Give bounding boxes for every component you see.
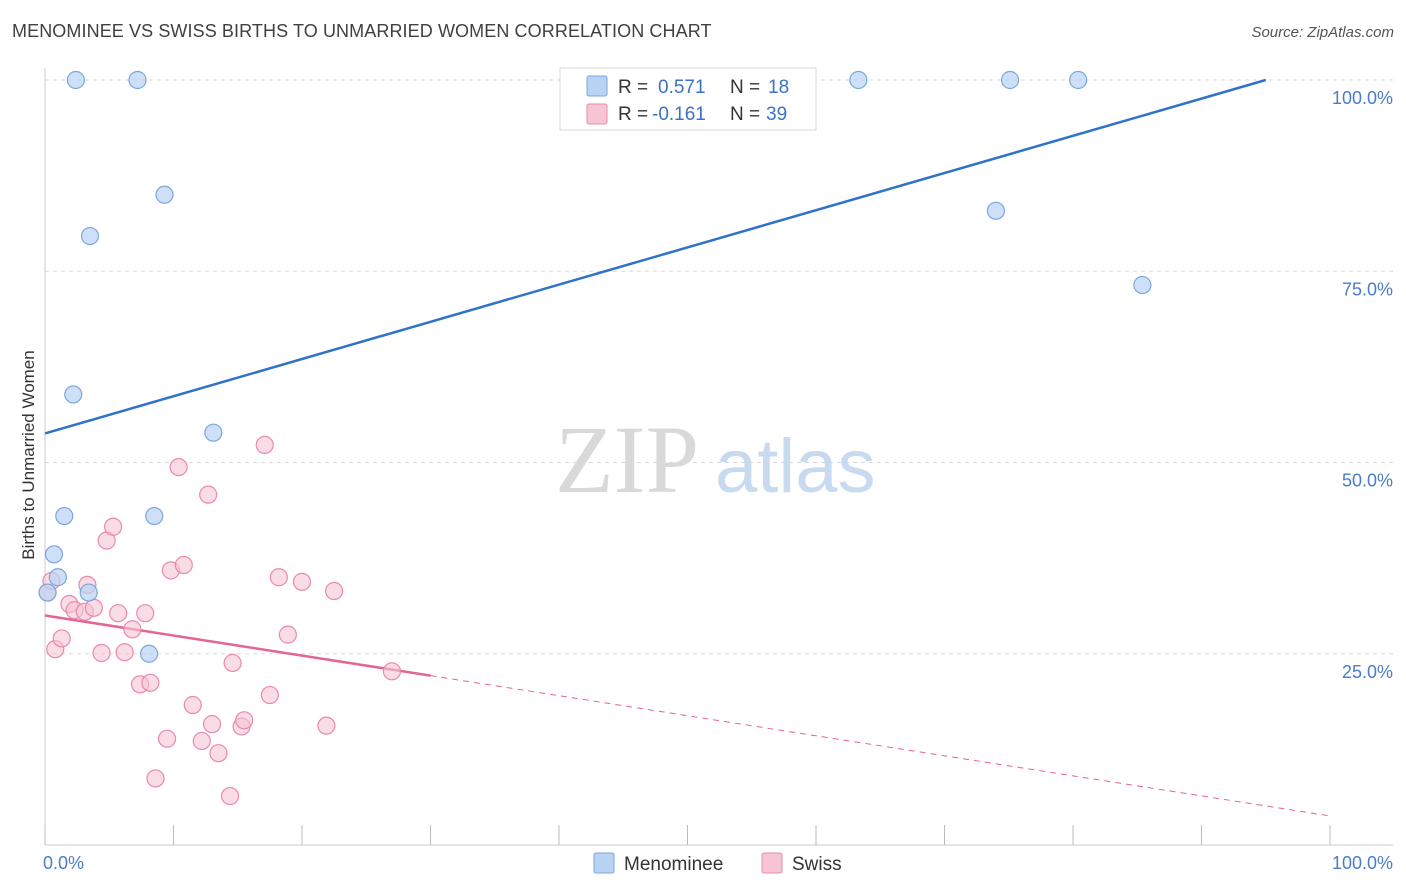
- point-swiss: [169, 457, 188, 477]
- point-swiss: [52, 629, 71, 648]
- point-menominee: [204, 423, 223, 442]
- point-swiss: [183, 695, 202, 715]
- trend-line-menominee: [44, 78, 1267, 435]
- legend-n-label-menominee: N =: [730, 77, 760, 98]
- watermark: ZIP atlas: [555, 406, 876, 513]
- bottom-legend-swiss: Swiss: [792, 854, 842, 875]
- trend-line-swiss: [44, 614, 431, 677]
- y-tick-label: 50.0%: [1342, 471, 1393, 491]
- point-swiss: [278, 625, 297, 644]
- legend-swatch-menominee: [586, 75, 608, 97]
- bottom-legend-swatch-swiss: [761, 852, 783, 874]
- point-swiss: [109, 604, 128, 623]
- axes: [44, 68, 1393, 846]
- point-swiss: [202, 715, 222, 734]
- point-swiss: [84, 598, 103, 617]
- point-swiss: [255, 435, 274, 455]
- point-menominee: [128, 70, 147, 90]
- point-swiss: [104, 517, 123, 536]
- point-swiss: [235, 711, 254, 730]
- point-swiss: [220, 786, 240, 806]
- y-axis-label: Births to Unmarried Women: [19, 350, 38, 559]
- legend-r-value-menominee: 0.571: [658, 77, 706, 98]
- point-swiss: [223, 653, 242, 673]
- point-swiss: [174, 555, 193, 575]
- x-tick-label-max: 100.0%: [1332, 853, 1393, 873]
- point-swiss: [92, 643, 111, 663]
- point-menominee: [79, 583, 98, 602]
- legend: R = 0.571 N = 18 R = -0.161 N = 39: [559, 67, 817, 131]
- point-swiss: [136, 604, 155, 623]
- x-tick-label-min: 0.0%: [43, 853, 84, 873]
- point-menominee: [64, 385, 83, 404]
- y-tick-label: 100.0%: [1332, 88, 1393, 108]
- bottom-legend-swatch-menominee: [593, 852, 615, 874]
- trend-line-swiss-extension: [430, 675, 1331, 817]
- legend-swatch-swiss: [586, 103, 608, 125]
- point-menominee: [1069, 70, 1088, 90]
- point-swiss: [325, 581, 344, 601]
- point-menominee: [145, 506, 164, 526]
- legend-r-label-swiss: R =: [618, 104, 648, 125]
- grid-lines: [45, 79, 1393, 655]
- point-menominee: [80, 226, 100, 246]
- data-points: [38, 70, 1152, 806]
- point-menominee: [849, 70, 868, 90]
- point-swiss: [269, 568, 288, 587]
- trend-lines: [44, 78, 1331, 817]
- chart-title: MENOMINEE VS SWISS BIRTHS TO UNMARRIED W…: [12, 21, 712, 41]
- point-swiss: [317, 716, 336, 735]
- point-swiss: [260, 685, 279, 705]
- legend-n-label-swiss: N =: [730, 104, 760, 125]
- point-swiss: [123, 620, 142, 639]
- point-swiss: [382, 662, 402, 681]
- point-swiss: [157, 729, 177, 748]
- legend-n-value-swiss: 39: [766, 104, 787, 125]
- point-swiss: [199, 485, 218, 504]
- legend-n-value-menominee: 18: [768, 77, 789, 98]
- point-swiss: [141, 673, 160, 692]
- point-menominee: [155, 185, 174, 204]
- point-menominee: [48, 568, 67, 587]
- watermark-atlas: atlas: [715, 424, 876, 509]
- source-credit: Source: ZipAtlas.com: [1251, 24, 1394, 41]
- point-swiss: [209, 744, 228, 763]
- y-tick-label: 75.0%: [1342, 279, 1393, 299]
- point-menominee: [1133, 275, 1152, 295]
- point-menominee: [44, 545, 64, 564]
- point-swiss: [292, 572, 312, 591]
- point-menominee: [986, 201, 1006, 220]
- tick-labels: 25.0% 50.0% 75.0% 100.0% 0.0% 100.0%: [43, 88, 1393, 873]
- bottom-legend-menominee: Menominee: [624, 854, 723, 875]
- point-menominee: [66, 70, 85, 90]
- bottom-legend: Menominee Swiss: [593, 852, 842, 875]
- point-menominee: [38, 583, 57, 602]
- point-swiss: [192, 731, 211, 751]
- legend-r-value-swiss: -0.161: [652, 104, 706, 125]
- point-menominee: [1000, 70, 1020, 90]
- point-swiss: [146, 769, 165, 788]
- watermark-zip: ZIP: [555, 406, 699, 513]
- point-swiss: [115, 643, 134, 662]
- point-menominee: [139, 644, 159, 663]
- legend-r-label-menominee: R =: [618, 77, 648, 98]
- point-menominee: [55, 506, 74, 526]
- y-tick-label: 25.0%: [1342, 662, 1393, 682]
